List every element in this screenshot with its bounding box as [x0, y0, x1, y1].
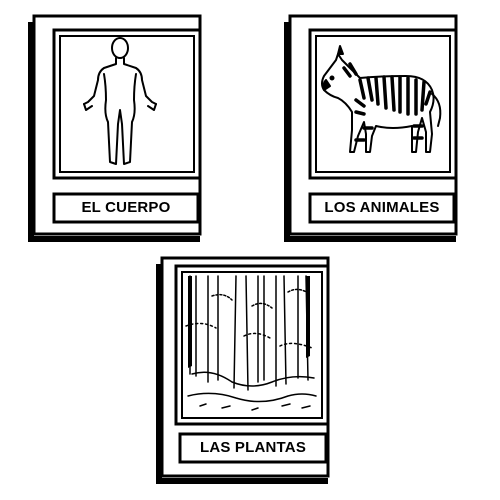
book-title: LOS ANIMALES [324, 199, 440, 216]
book-cover [284, 14, 458, 242]
book-cover [28, 14, 202, 242]
book-las-plantas: LAS PLANTAS [152, 256, 332, 486]
forest-icon [185, 275, 317, 411]
zebra-icon [321, 45, 442, 153]
book-cover [156, 256, 330, 484]
book-title: EL CUERPO [81, 199, 171, 216]
book-el-cuerpo: EL CUERPO [24, 14, 204, 244]
book-title: LAS PLANTAS [199, 439, 307, 456]
book-los-animales: LOS ANIMALES [280, 14, 460, 244]
human-body-icon [83, 37, 157, 165]
